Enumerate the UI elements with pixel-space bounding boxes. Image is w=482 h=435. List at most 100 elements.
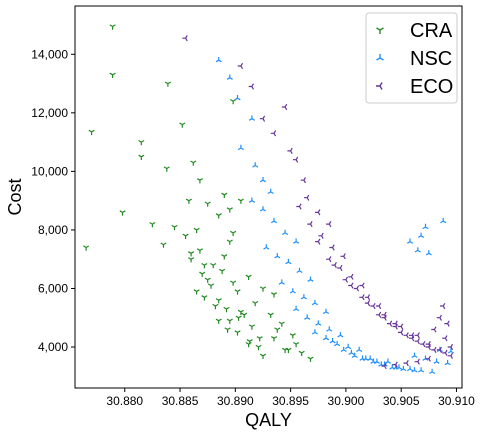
data-point-cra [204, 201, 211, 207]
data-point-cra [193, 289, 200, 295]
data-point-cra [224, 327, 231, 333]
data-point-eco [348, 273, 354, 280]
data-point-cra [182, 233, 189, 239]
data-point-nsc [296, 267, 303, 274]
data-point-nsc [311, 329, 318, 335]
data-point-nsc [248, 197, 255, 203]
data-point-cra [226, 318, 233, 324]
data-point-cra [248, 324, 255, 330]
data-point-cra [221, 254, 228, 260]
data-point-eco [287, 147, 293, 154]
data-point-eco [381, 362, 387, 370]
data-point-cra [298, 350, 305, 357]
data-point-eco [431, 346, 437, 353]
data-point-nsc [234, 95, 241, 101]
data-point-nsc [348, 349, 355, 356]
data-point-cra [246, 339, 253, 345]
x-tick-label: 30.910 [438, 394, 475, 408]
data-point-cra [204, 277, 211, 283]
data-point-eco [440, 302, 446, 310]
data-point-eco [381, 314, 387, 321]
data-point-cra [210, 262, 217, 269]
data-point-cra [163, 166, 170, 172]
data-point-eco [403, 360, 409, 367]
data-point-cra [109, 72, 116, 78]
data-point-cra [234, 289, 241, 295]
data-point-eco [292, 156, 299, 163]
data-point-nsc [429, 368, 436, 375]
data-point-cra [223, 306, 230, 313]
data-point-eco [414, 338, 420, 345]
data-point-eco [425, 355, 431, 362]
data-point-cra [235, 315, 242, 321]
data-point-nsc [345, 343, 352, 350]
legend: CRA NSC ECO [365, 12, 458, 104]
data-point-cra [164, 81, 171, 87]
plot-area-frame [74, 5, 463, 389]
data-point-eco [342, 276, 349, 283]
data-point-eco [442, 335, 448, 342]
data-point-eco [414, 332, 420, 339]
data-point-eco [270, 130, 277, 137]
data-point-nsc [326, 326, 333, 332]
data-point-nsc [270, 217, 278, 224]
data-point-eco [398, 323, 404, 330]
data-point-eco [409, 332, 415, 339]
data-point-cra [212, 303, 219, 310]
x-tick-label: 30.890 [217, 394, 254, 408]
data-point-cra [207, 283, 215, 289]
data-point-eco [281, 103, 288, 111]
data-point-eco [359, 294, 365, 301]
data-point-nsc [367, 355, 374, 361]
x-tick-label: 30.895 [272, 394, 309, 408]
data-point-nsc [293, 305, 300, 312]
x-axis-title: QALY [245, 410, 292, 430]
data-point-cra [267, 312, 274, 318]
data-point-nsc [334, 340, 341, 347]
data-point-eco [420, 341, 426, 348]
data-point-nsc [384, 358, 391, 364]
data-point-eco [364, 300, 371, 307]
data-point-eco [296, 203, 302, 210]
data-point-nsc [337, 332, 344, 338]
data-point-nsc [248, 115, 255, 121]
data-point-cra [278, 321, 285, 327]
data-point-eco [337, 264, 343, 272]
data-point-cra [237, 309, 244, 316]
data-point-nsc [293, 238, 300, 244]
data-point-cra [226, 239, 233, 245]
data-point-cra [259, 286, 267, 292]
y-tick-label: 14,000 [31, 47, 68, 61]
legend-box [365, 12, 458, 104]
data-point-cra [245, 274, 252, 280]
data-point-nsc [340, 346, 347, 353]
data-point-nsc [274, 253, 281, 259]
data-point-eco [431, 326, 437, 333]
y-tick-label: 8,000 [38, 223, 68, 237]
y-axis-title: Cost [5, 178, 25, 215]
data-point-nsc [418, 232, 425, 238]
data-point-eco [392, 323, 398, 330]
data-point-cra [285, 347, 292, 354]
data-point-eco [315, 238, 321, 245]
data-point-nsc [356, 346, 363, 353]
data-point-cra [138, 139, 145, 146]
data-point-cra [307, 356, 314, 362]
legend-label-eco: ECO [410, 76, 453, 98]
data-point-nsc [267, 188, 274, 195]
data-point-cra [289, 333, 296, 339]
data-point-eco [386, 320, 393, 327]
data-point-eco [329, 244, 335, 251]
data-point-nsc [351, 352, 358, 358]
data-point-eco [315, 209, 321, 216]
data-point-cra [88, 129, 95, 136]
data-point-cra [193, 227, 200, 234]
data-point-nsc [395, 364, 403, 370]
data-point-cra [215, 318, 222, 324]
data-point-nsc [444, 359, 451, 366]
data-point-cra [199, 271, 206, 277]
data-point-cra [259, 353, 267, 359]
data-point-cra [171, 224, 178, 231]
data-point-cra [119, 210, 126, 216]
